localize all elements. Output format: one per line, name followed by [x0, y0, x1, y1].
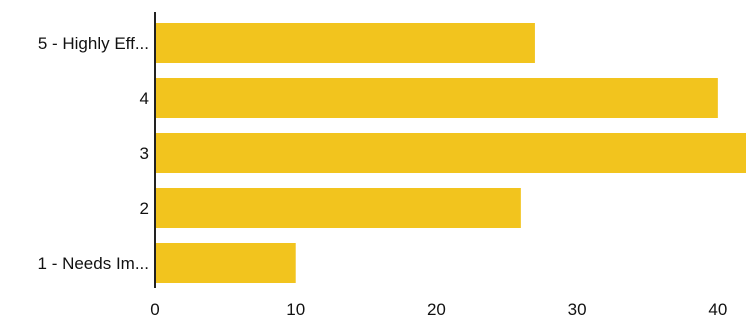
- y-tick-label-1: 4: [140, 89, 149, 108]
- x-tick-label-2: 20: [427, 300, 446, 319]
- bars-group: [155, 23, 746, 283]
- y-tick-labels: 5 - Highly Eff... 4 3 2 1 - Needs Im...: [38, 34, 149, 273]
- bar-0: [155, 23, 535, 63]
- bar-2: [155, 133, 746, 173]
- x-tick-label-0: 0: [150, 300, 159, 319]
- bar-4: [155, 243, 296, 283]
- x-tick-label-3: 30: [568, 300, 587, 319]
- bar-1: [155, 78, 718, 118]
- x-tick-label-4: 40: [708, 300, 727, 319]
- x-tick-label-1: 10: [286, 300, 305, 319]
- y-tick-label-0: 5 - Highly Eff...: [38, 34, 149, 53]
- bar-3: [155, 188, 521, 228]
- x-tick-labels: 0 10 20 30 40: [150, 300, 727, 319]
- y-tick-label-3: 2: [140, 199, 149, 218]
- y-tick-label-2: 3: [140, 144, 149, 163]
- y-tick-label-4: 1 - Needs Im...: [38, 254, 149, 273]
